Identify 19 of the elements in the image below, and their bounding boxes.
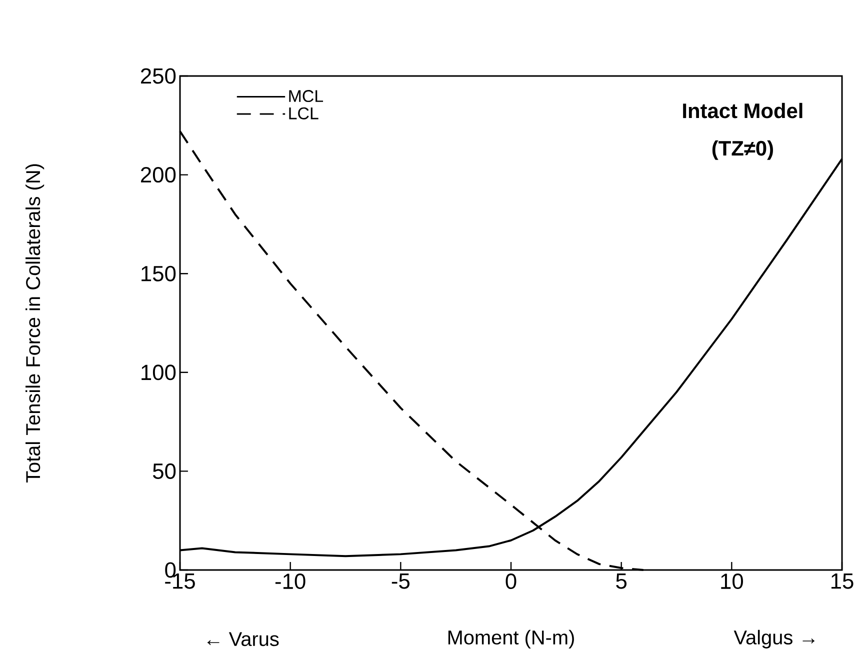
y-tick-label: 150 [142,266,176,282]
y-tick-label: 250 [141,68,176,84]
x-tick-label: 10 [721,574,743,590]
x-tick-label: 5 [616,574,627,589]
text: ← Varus [207,632,279,646]
legend-label: MCL [289,90,324,102]
y-axis-title: Total Tensile Force in Collaterals (N) [26,164,44,483]
y-tick-label: 50 [152,463,176,479]
x-axis-title: Moment (N-m) [448,630,574,648]
x-tick-label: -5 [392,574,410,589]
x-tick-label: 15 [831,574,854,589]
x-tick-label: 0 [506,574,516,590]
annotation: Intact Model [683,102,802,118]
x-tick-label: -10 [275,574,306,590]
legend-label: LCL [289,107,318,120]
annotation: (TZ≠0) [712,140,773,160]
y-tick-label: 200 [141,167,176,183]
y-tick-label: 100 [142,364,176,380]
text: Valgus → [734,630,815,648]
